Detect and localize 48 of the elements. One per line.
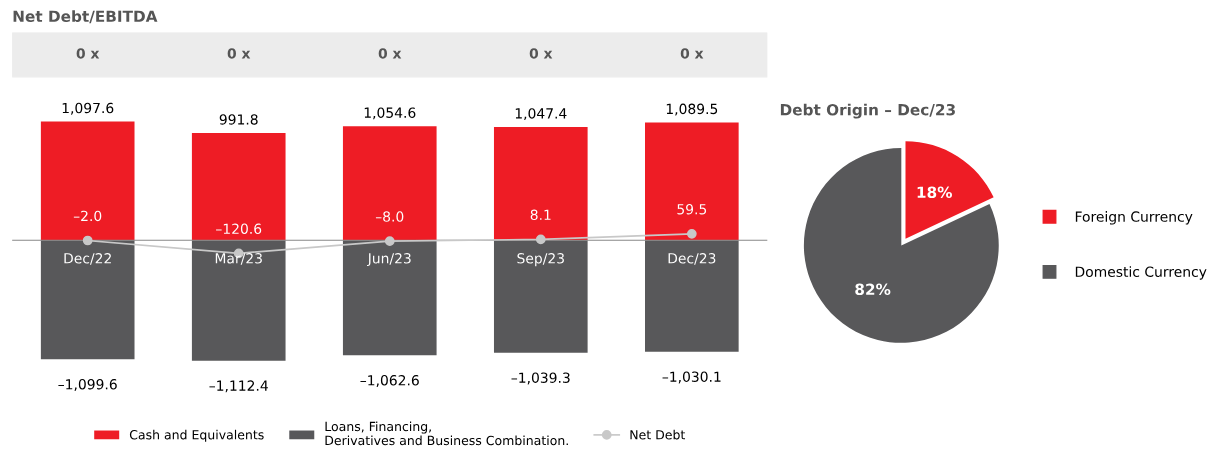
text: 0 x (378, 48, 402, 59)
chart-title: Net Debt/EBITDA (13, 10, 158, 24)
text: 0 x (227, 48, 251, 59)
x-tick-label: Sep/23 (517, 253, 564, 267)
bar (40, 121, 135, 241)
legend-label: Loans, Financing, Derivatives and Business Combination. (325, 421, 568, 446)
x-tick-label: Jun/23 (367, 253, 411, 267)
data-label: 59.5 (677, 203, 707, 215)
x-tick-label: Dec/23 (668, 253, 716, 265)
legend-label: Cash and Equivalents (129, 429, 264, 442)
chart-title: Debt Origin – Dec/23 (780, 103, 955, 119)
data-label: 8.1 (530, 209, 551, 221)
data-label: 82% (855, 283, 891, 296)
bar (40, 240, 135, 360)
point (535, 234, 546, 245)
data-label: 991.8 (219, 114, 258, 125)
point (686, 228, 697, 239)
data-label: 1,089.5 (666, 103, 718, 116)
bar (493, 240, 588, 353)
bar (191, 132, 286, 241)
bar (645, 122, 739, 241)
data-label: 1,054.6 (364, 107, 416, 120)
legend-label: Foreign Currency (1075, 211, 1193, 225)
bar (191, 240, 286, 361)
point (82, 235, 93, 246)
data-label: 18% (917, 186, 953, 198)
data-label: –1,099.6 (58, 378, 117, 391)
data-label: –1,062.6 (360, 374, 419, 387)
text: 0 x (76, 48, 100, 59)
data-label: –1,039.3 (511, 372, 570, 385)
x-tick-label: Dec/22 (64, 253, 111, 265)
bar (342, 240, 437, 356)
data-label: –8.0 (375, 211, 404, 222)
data-label: 1,097.6 (62, 102, 114, 115)
data-label: 1,047.4 (515, 108, 567, 121)
point (384, 236, 395, 247)
bar (493, 126, 588, 241)
data-label: –120.6 (216, 223, 262, 234)
data-label: –1,030.1 (662, 371, 721, 384)
text: 0 x (680, 48, 704, 59)
bar (342, 126, 437, 241)
data-label: –1,112.4 (209, 380, 268, 393)
legend-label: Net Debt (630, 429, 686, 440)
data-label: –2.0 (73, 210, 102, 222)
x-tick-label: Mar/23 (215, 253, 262, 265)
bar (645, 240, 739, 352)
text: 0 x (529, 48, 553, 59)
legend-label: Domestic Currency (1075, 266, 1207, 280)
